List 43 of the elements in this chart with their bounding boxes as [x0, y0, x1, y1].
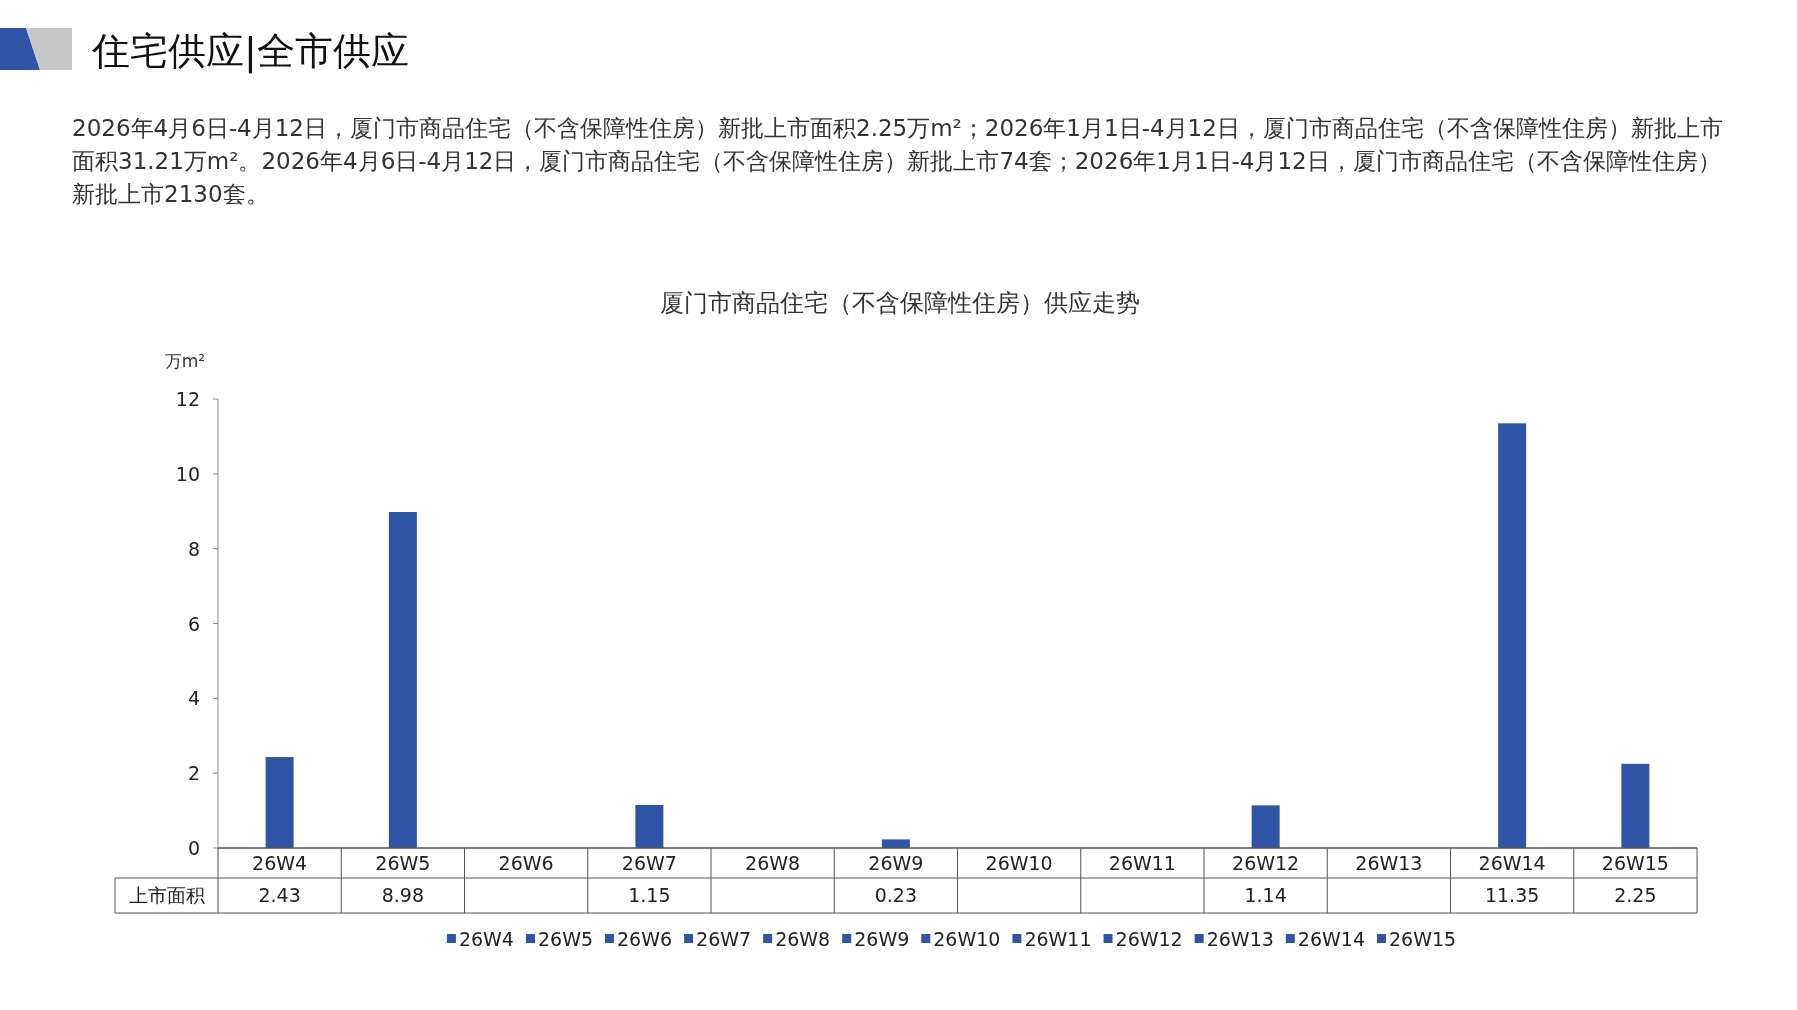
- y-tick-label: 4: [187, 687, 200, 710]
- y-tick-label: 8: [187, 537, 200, 560]
- category-label: 26W5: [537, 928, 594, 950]
- x-tick-label: 26W8: [745, 852, 801, 874]
- y-tick-label: 2: [187, 762, 200, 785]
- x-tick-label: 26W5: [375, 852, 431, 874]
- x-tick-label: 26W6: [498, 852, 554, 874]
- text: 住宅供应|全市供应: [91, 29, 409, 74]
- category-label: 26W4: [458, 928, 514, 950]
- x-tick-label: 26W13: [1355, 852, 1423, 874]
- data-label: 2.25: [1614, 884, 1657, 906]
- x-tick-label: 26W11: [1108, 852, 1176, 874]
- y-tick-label: 6: [187, 612, 200, 635]
- x-tick-label: 26W10: [985, 852, 1053, 874]
- category-label: 26W12: [1115, 928, 1183, 950]
- category-label: 26W8: [775, 928, 831, 950]
- category-label: 26W10: [933, 928, 1001, 950]
- data-label: 11.35: [1484, 884, 1540, 906]
- data-label: 1.15: [628, 884, 671, 906]
- data-label: 0.23: [874, 884, 918, 906]
- x-tick-label: 26W7: [621, 852, 677, 874]
- text: 2026年4月6日-4月12日，厦门市商品住宅（不含保障性住房）新批上市面积2.25万m²；2026年1月1日-4月12日，厦门市商品住宅（不含保障性住房）新批上市面积31.21万m²。2026年4月6日-4月12日，厦门市商品住宅（不含保障性住房）新批上市74套；2026年1月1日-4月12日，厦门市商品住宅（不含保障性住房）新批上市2130套。: [72, 114, 1724, 209]
- category-label: 26W7: [696, 928, 752, 950]
- data-label: 2.43: [258, 884, 301, 906]
- category-label: 26W9: [854, 928, 910, 950]
- x-tick-label: 26W12: [1232, 852, 1300, 874]
- y-tick-label: 12: [175, 388, 200, 410]
- x-tick-label: 26W15: [1601, 852, 1669, 874]
- text: 上市面积: [128, 884, 205, 906]
- category-label: 26W14: [1297, 928, 1365, 950]
- category-label: 26W15: [1388, 928, 1457, 950]
- chart-title: 厦门市商品住宅（不含保障性住房）供应走势: [660, 289, 1140, 317]
- x-tick-label: 26W4: [252, 852, 308, 874]
- data-label: 8.98: [381, 884, 425, 906]
- x-tick-label: 26W14: [1478, 852, 1546, 874]
- y-tick-label: 0: [187, 837, 200, 859]
- category-label: 26W13: [1206, 928, 1274, 950]
- category-label: 26W11: [1024, 928, 1092, 950]
- y-axis-title: 万m²: [164, 351, 206, 371]
- x-tick-label: 26W9: [868, 852, 924, 874]
- data-label: 1.14: [1244, 884, 1287, 906]
- y-tick-label: 10: [175, 462, 200, 485]
- category-label: 26W6: [617, 928, 673, 950]
